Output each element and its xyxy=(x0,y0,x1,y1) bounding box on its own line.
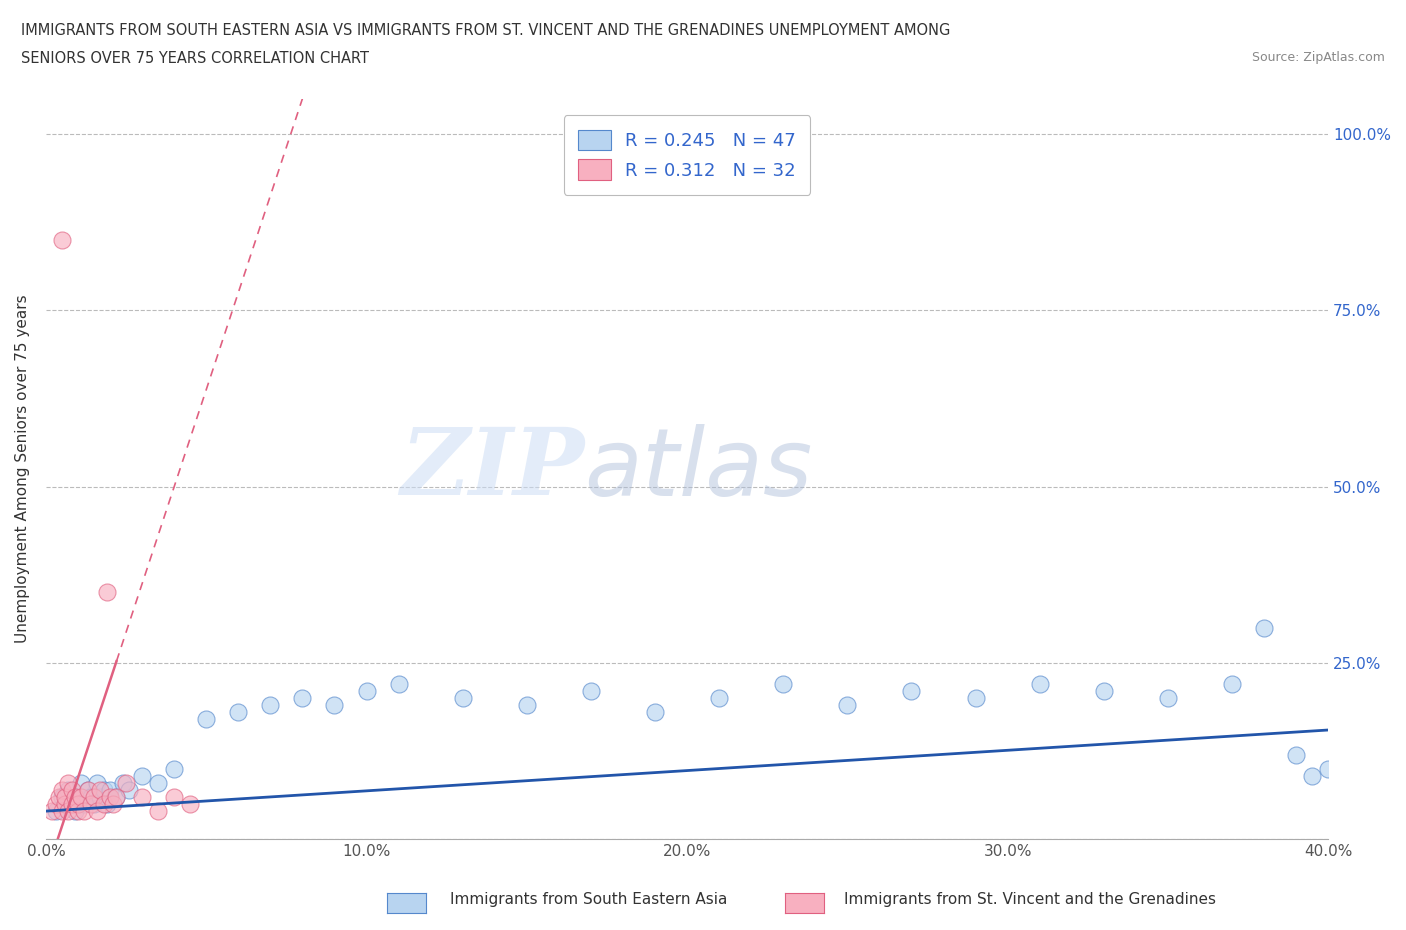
Point xyxy=(41,804,63,818)
Point xyxy=(146,776,169,790)
Point xyxy=(70,790,93,804)
Point xyxy=(83,790,105,804)
Point xyxy=(131,790,153,804)
Point xyxy=(707,691,730,706)
Point xyxy=(86,776,108,790)
Point xyxy=(1317,762,1340,777)
Point xyxy=(387,677,409,692)
Point xyxy=(63,804,86,818)
Text: Immigrants from South Eastern Asia: Immigrants from South Eastern Asia xyxy=(450,892,727,907)
Point xyxy=(105,790,128,804)
Point xyxy=(60,797,83,812)
Point xyxy=(51,790,73,804)
Point xyxy=(179,797,201,812)
Point xyxy=(45,797,67,812)
Point xyxy=(111,776,134,790)
Point xyxy=(226,705,249,720)
Text: Immigrants from St. Vincent and the Grenadines: Immigrants from St. Vincent and the Gren… xyxy=(844,892,1216,907)
Point xyxy=(60,782,83,797)
Point xyxy=(837,698,859,712)
Point xyxy=(70,776,93,790)
Text: atlas: atlas xyxy=(585,423,813,514)
Point xyxy=(53,797,76,812)
Point xyxy=(1028,677,1050,692)
Point xyxy=(1220,677,1243,692)
Point xyxy=(146,804,169,818)
Point xyxy=(356,684,378,698)
Point xyxy=(86,804,108,818)
Point xyxy=(58,776,80,790)
Point xyxy=(1301,768,1323,783)
Point xyxy=(772,677,794,692)
Text: IMMIGRANTS FROM SOUTH EASTERN ASIA VS IMMIGRANTS FROM ST. VINCENT AND THE GRENAD: IMMIGRANTS FROM SOUTH EASTERN ASIA VS IM… xyxy=(21,23,950,38)
Point xyxy=(58,804,80,818)
Point xyxy=(80,790,103,804)
Point xyxy=(291,691,314,706)
Point xyxy=(1285,747,1308,762)
Point xyxy=(60,797,83,812)
Point xyxy=(73,804,96,818)
Point xyxy=(579,684,602,698)
Point xyxy=(63,790,86,804)
Point xyxy=(51,782,73,797)
Point xyxy=(93,797,115,812)
Point xyxy=(83,797,105,812)
Point xyxy=(115,776,138,790)
Legend: R = 0.245   N = 47, R = 0.312   N = 32: R = 0.245 N = 47, R = 0.312 N = 32 xyxy=(564,115,810,194)
Point xyxy=(53,790,76,804)
Point xyxy=(98,790,121,804)
Point xyxy=(900,684,922,698)
Point xyxy=(105,790,128,804)
Point xyxy=(96,585,118,600)
Point xyxy=(516,698,538,712)
Point xyxy=(66,797,89,812)
Point xyxy=(93,782,115,797)
Text: ZIP: ZIP xyxy=(401,424,585,514)
Point xyxy=(73,797,96,812)
Point xyxy=(1157,691,1180,706)
Point xyxy=(66,790,89,804)
Point xyxy=(51,804,73,818)
Point xyxy=(89,782,111,797)
Point xyxy=(96,797,118,812)
Point xyxy=(118,782,141,797)
Point xyxy=(89,790,111,804)
Text: Source: ZipAtlas.com: Source: ZipAtlas.com xyxy=(1251,51,1385,64)
Point xyxy=(76,782,98,797)
Point xyxy=(98,782,121,797)
Point xyxy=(80,797,103,812)
Point xyxy=(45,804,67,818)
Point xyxy=(51,232,73,247)
Point xyxy=(76,782,98,797)
Point xyxy=(131,768,153,783)
Point xyxy=(163,790,186,804)
Point xyxy=(58,782,80,797)
Point xyxy=(103,797,125,812)
Point xyxy=(644,705,666,720)
Point xyxy=(53,797,76,812)
Point xyxy=(195,712,218,727)
Text: SENIORS OVER 75 YEARS CORRELATION CHART: SENIORS OVER 75 YEARS CORRELATION CHART xyxy=(21,51,370,66)
Point xyxy=(259,698,281,712)
Y-axis label: Unemployment Among Seniors over 75 years: Unemployment Among Seniors over 75 years xyxy=(15,295,30,644)
Point xyxy=(66,804,89,818)
Point xyxy=(451,691,474,706)
Point xyxy=(1092,684,1115,698)
Point xyxy=(48,790,70,804)
Point xyxy=(965,691,987,706)
Point xyxy=(1253,620,1275,635)
Point xyxy=(163,762,186,777)
Point xyxy=(323,698,346,712)
